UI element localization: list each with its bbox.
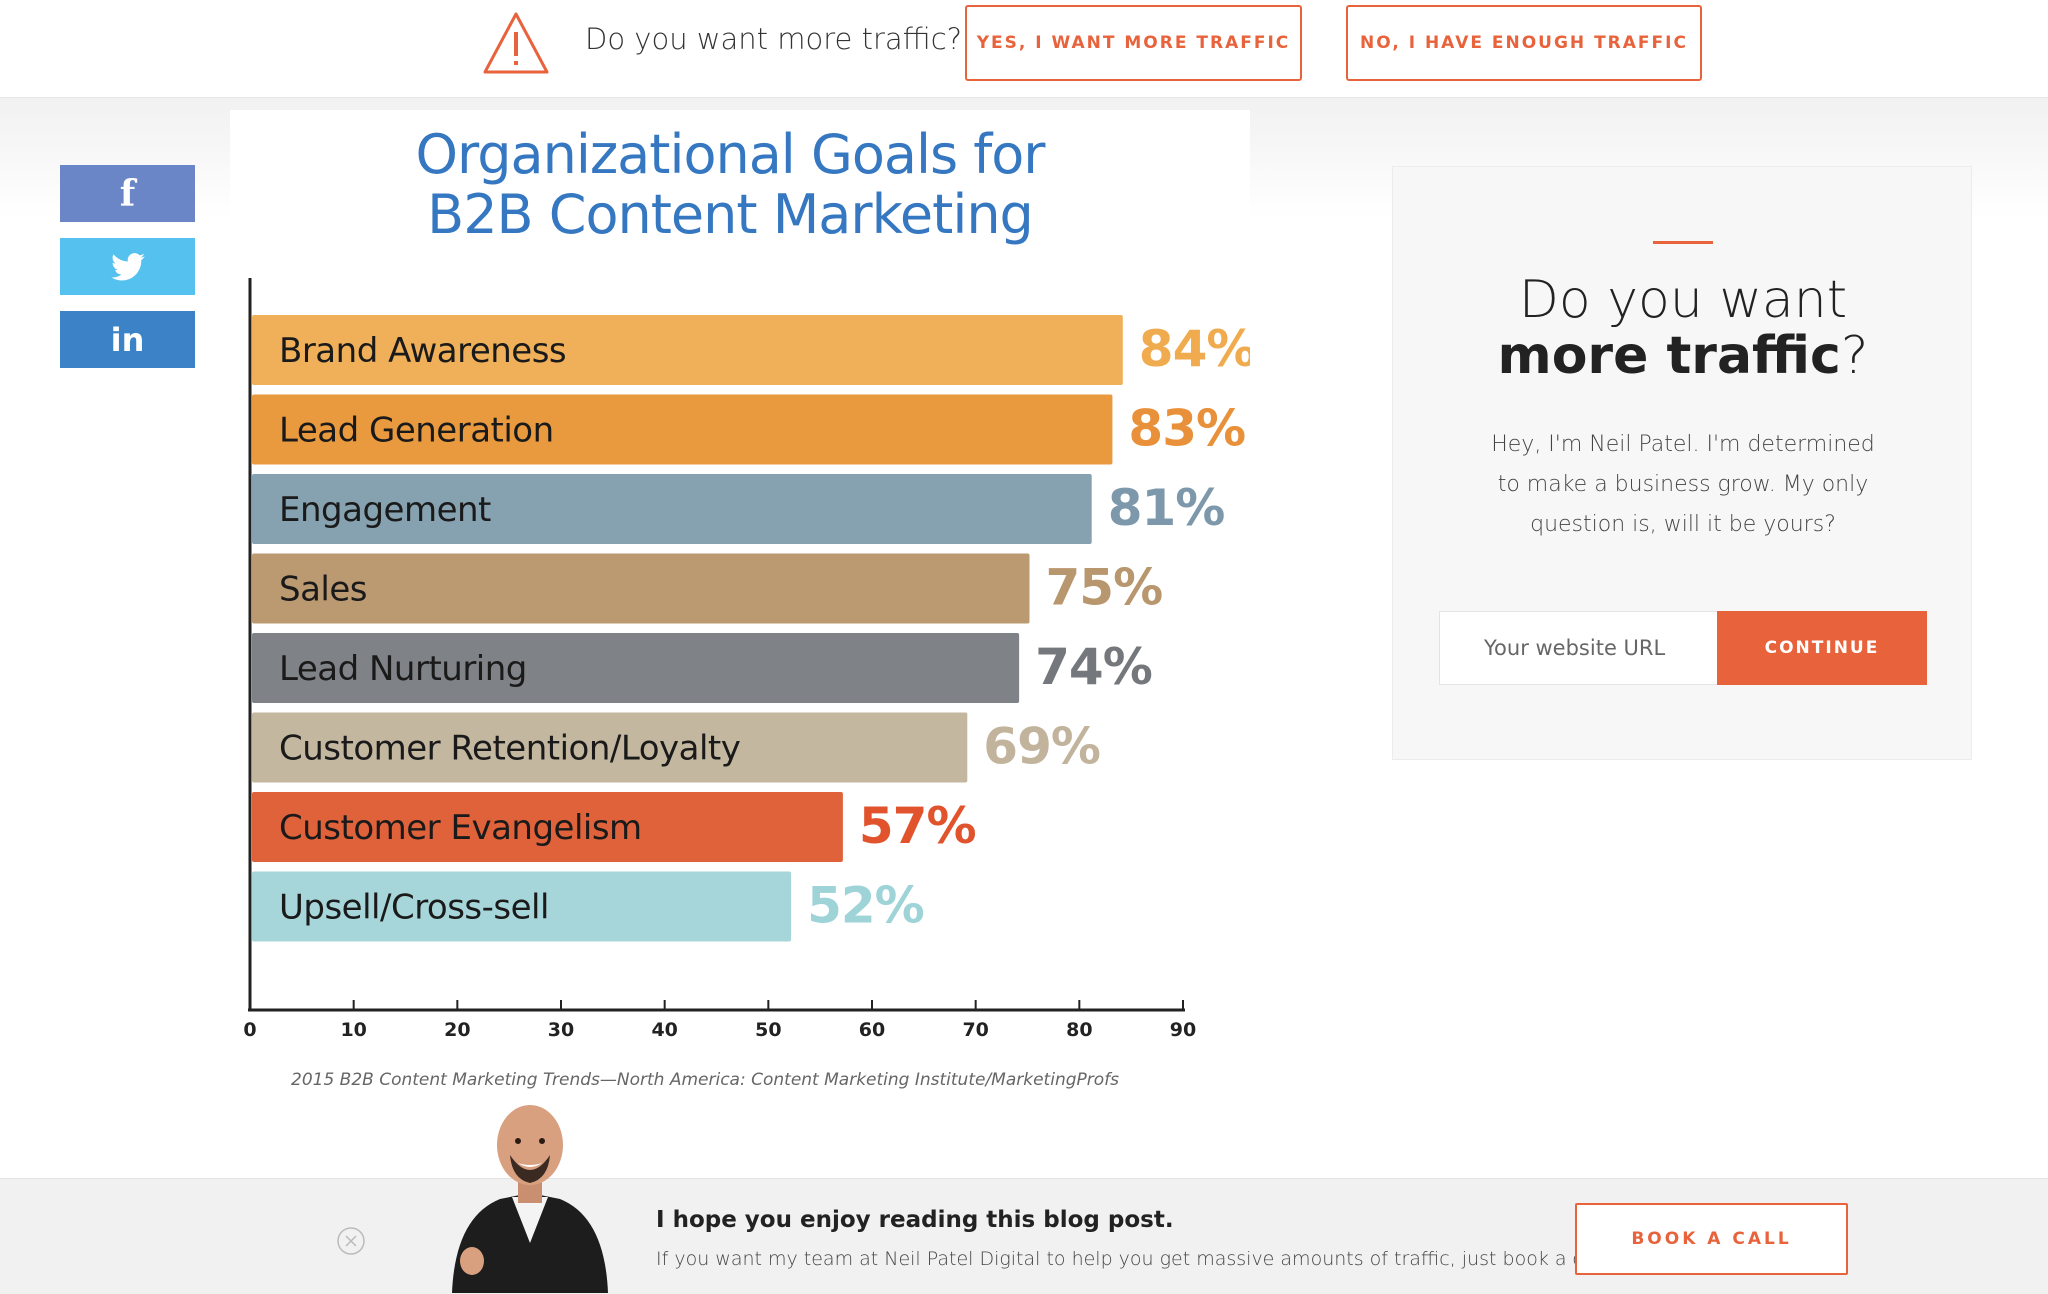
bar (252, 553, 1030, 624)
bar-category-label: Lead Nurturing (279, 649, 527, 689)
x-tick-label: 20 (444, 1019, 470, 1041)
facebook-share-button[interactable]: f (60, 165, 195, 222)
bar-value-label: 74% (1035, 638, 1152, 696)
book-a-call-button[interactable]: BOOK A CALL (1575, 1203, 1848, 1275)
bar-value-label: 81% (1108, 479, 1225, 537)
facebook-icon: f (119, 172, 136, 215)
infographic-image: Brand Awareness 84% Lead Generation 83% Enga… (230, 110, 1250, 1100)
top-banner: Do you want more traffic? YES, I WANT MO… (0, 0, 2048, 98)
traffic-signup-panel: Do you want more traffic? Hey, I'm Neil … (1392, 166, 1972, 760)
bar-category-label: Engagement (279, 490, 491, 530)
linkedin-share-button[interactable]: in (60, 311, 195, 368)
linkedin-icon: in (110, 320, 145, 359)
panel-heading-bold: more traffic (1497, 326, 1841, 386)
panel-heading-line-2: more traffic? (1393, 327, 1973, 385)
bar-value-label: 52% (807, 877, 924, 935)
twitter-icon (110, 252, 145, 280)
bar (252, 871, 792, 942)
bar (252, 633, 1020, 703)
bar-value-label: 75% (1046, 559, 1163, 617)
bar-category-label: Lead Generation (279, 411, 554, 451)
cta-text: If you want my team at Neil Patel Digita… (656, 1248, 1612, 1270)
bar-value-label: 83% (1128, 400, 1245, 458)
bar-value-label: 84% (1139, 320, 1250, 378)
panel-description: Hey, I'm Neil Patel. I'm determined to m… (1491, 432, 1875, 537)
chart-title: Organizational Goals for B2B Content Mar… (230, 125, 1230, 245)
avatar (452, 1105, 608, 1293)
x-tick-label: 30 (548, 1019, 574, 1041)
yes-more-traffic-button[interactable]: YES, I WANT MORE TRAFFIC (965, 5, 1302, 81)
continue-button[interactable]: CONTINUE (1717, 611, 1927, 685)
bar (252, 315, 1123, 385)
x-tick-label: 80 (1066, 1019, 1092, 1041)
bar-category-label: Customer Evangelism (279, 808, 642, 848)
bar-value-label: 69% (983, 718, 1100, 776)
bar (252, 792, 843, 862)
bar-category-label: Upsell/Cross-sell (279, 888, 549, 928)
bar (252, 394, 1113, 465)
x-tick-label: 50 (755, 1019, 781, 1041)
bar-category-label: Sales (279, 570, 367, 610)
panel-heading-question-mark: ? (1840, 326, 1869, 386)
warning-triangle-icon (483, 12, 549, 74)
bottom-cta-bar: I hope you enjoy reading this blog post.… (0, 1178, 2048, 1294)
close-icon[interactable] (336, 1226, 366, 1256)
banner-question: Do you want more traffic? (585, 22, 963, 56)
x-tick-label: 90 (1170, 1019, 1196, 1041)
x-tick-label: 40 (651, 1019, 677, 1041)
twitter-share-button[interactable] (60, 238, 195, 295)
no-enough-traffic-button[interactable]: NO, I HAVE ENOUGH TRAFFIC (1346, 5, 1702, 81)
bar-category-label: Customer Retention/Loyalty (279, 729, 741, 769)
bar-category-label: Brand Awareness (279, 331, 566, 371)
accent-line (1653, 241, 1713, 244)
x-tick-label: 70 (962, 1019, 988, 1041)
bar (252, 712, 968, 783)
website-url-input[interactable] (1439, 611, 1719, 685)
bar (252, 474, 1092, 544)
chart-title-line-2: B2B Content Marketing (427, 183, 1034, 246)
chart-source: 2015 B2B Content Marketing Trends—North … (291, 1070, 1119, 1090)
cta-title: I hope you enjoy reading this blog post. (656, 1207, 1174, 1233)
x-tick-label: 10 (340, 1019, 366, 1041)
bar-value-label: 57% (859, 797, 976, 855)
x-tick-label: 60 (859, 1019, 885, 1041)
chart-title-line-1: Organizational Goals for (415, 123, 1045, 186)
panel-heading-line-1: Do you want (1518, 270, 1848, 330)
x-tick-label: 0 (243, 1019, 256, 1041)
bar-chart: Brand Awareness 84% Lead Generation 83% Enga… (243, 278, 1250, 1041)
